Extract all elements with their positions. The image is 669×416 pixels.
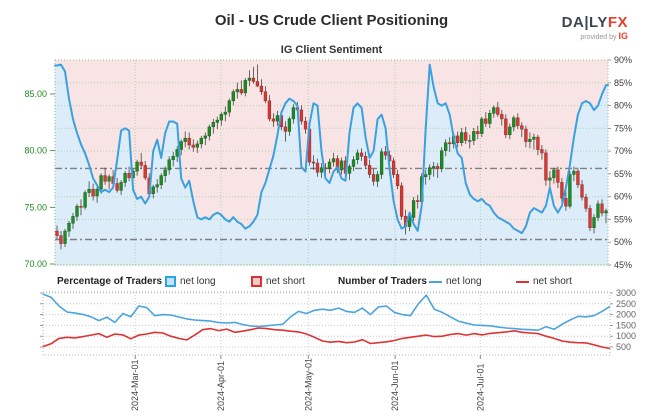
- percent-axis: 45% 50% 55% 60% 65% 70% 75% 80% 85% 90%: [608, 55, 632, 270]
- svg-text:2024-Apr-01: 2024-Apr-01: [216, 361, 226, 411]
- dailyfx-logo[interactable]: DA|LYFX provided by IG: [562, 15, 628, 41]
- svg-text:50%: 50%: [614, 237, 632, 247]
- legend-pct-net-short[interactable]: net short: [251, 276, 305, 287]
- net-long-pct-line: [54, 63, 609, 235]
- legend-num-net-long[interactable]: net long: [429, 276, 482, 287]
- date-axis: 2024-Mar-01 2024-Apr-01 2024-May-01 2024-Ju…: [130, 355, 485, 411]
- svg-text:75%: 75%: [614, 123, 632, 133]
- svg-text:2000: 2000: [616, 310, 636, 320]
- svg-text:2024-May-01: 2024-May-01: [303, 358, 313, 411]
- svg-text:500: 500: [616, 342, 631, 352]
- svg-text:3000: 3000: [616, 288, 636, 298]
- svg-text:2024-Jul-01: 2024-Jul-01: [475, 363, 485, 411]
- legend-num-net-short[interactable]: net short: [516, 276, 572, 287]
- net-short-line-icon: [516, 280, 529, 283]
- svg-text:2024-Mar-01: 2024-Mar-01: [130, 359, 140, 411]
- dailyfx-wordmark: DA|LYFX: [561, 14, 628, 31]
- svg-text:45%: 45%: [614, 260, 632, 270]
- net-short-count-line: [42, 327, 611, 350]
- legend-pct-header: Percentage of Traders: [57, 276, 163, 287]
- candlesticks: [55, 64, 608, 250]
- legend-num-header: Number of Traders: [338, 276, 427, 287]
- svg-text:2500: 2500: [616, 299, 636, 309]
- svg-text:65%: 65%: [614, 169, 632, 179]
- page-title: Oil - US Crude Client Positioning: [214, 12, 449, 29]
- price-axis: 70.00 75.00 80.00 85.00: [24, 89, 55, 269]
- net-short-swatch-icon: [251, 276, 262, 287]
- svg-text:1500: 1500: [616, 320, 636, 330]
- svg-text:80%: 80%: [614, 101, 632, 111]
- svg-text:90%: 90%: [614, 55, 632, 65]
- svg-text:55%: 55%: [614, 214, 632, 224]
- net-long-swatch-icon: [165, 276, 176, 287]
- main-gridlines: [54, 59, 609, 266]
- provided-by-ig: provided by IG: [580, 30, 628, 41]
- svg-text:75.00: 75.00: [24, 202, 47, 212]
- svg-text:2024-Jun-01: 2024-Jun-01: [390, 360, 400, 411]
- chart-legend: Percentage of Traders net long net short…: [0, 276, 669, 291]
- svg-text:85.00: 85.00: [24, 89, 47, 99]
- svg-text:60%: 60%: [614, 192, 632, 202]
- net-long-line-icon: [429, 280, 442, 283]
- svg-text:85%: 85%: [614, 78, 632, 88]
- svg-text:70%: 70%: [614, 146, 632, 156]
- sub-gridlines: [42, 291, 611, 356]
- net-long-count-line: [42, 293, 611, 332]
- sentiment-areas: [55, 60, 608, 265]
- svg-text:80.00: 80.00: [24, 146, 47, 156]
- svg-text:70.00: 70.00: [24, 259, 47, 269]
- legend-pct-net-long[interactable]: net long: [165, 276, 216, 287]
- svg-text:1000: 1000: [616, 331, 636, 341]
- chart-subtitle: IG Client Sentiment: [280, 44, 383, 56]
